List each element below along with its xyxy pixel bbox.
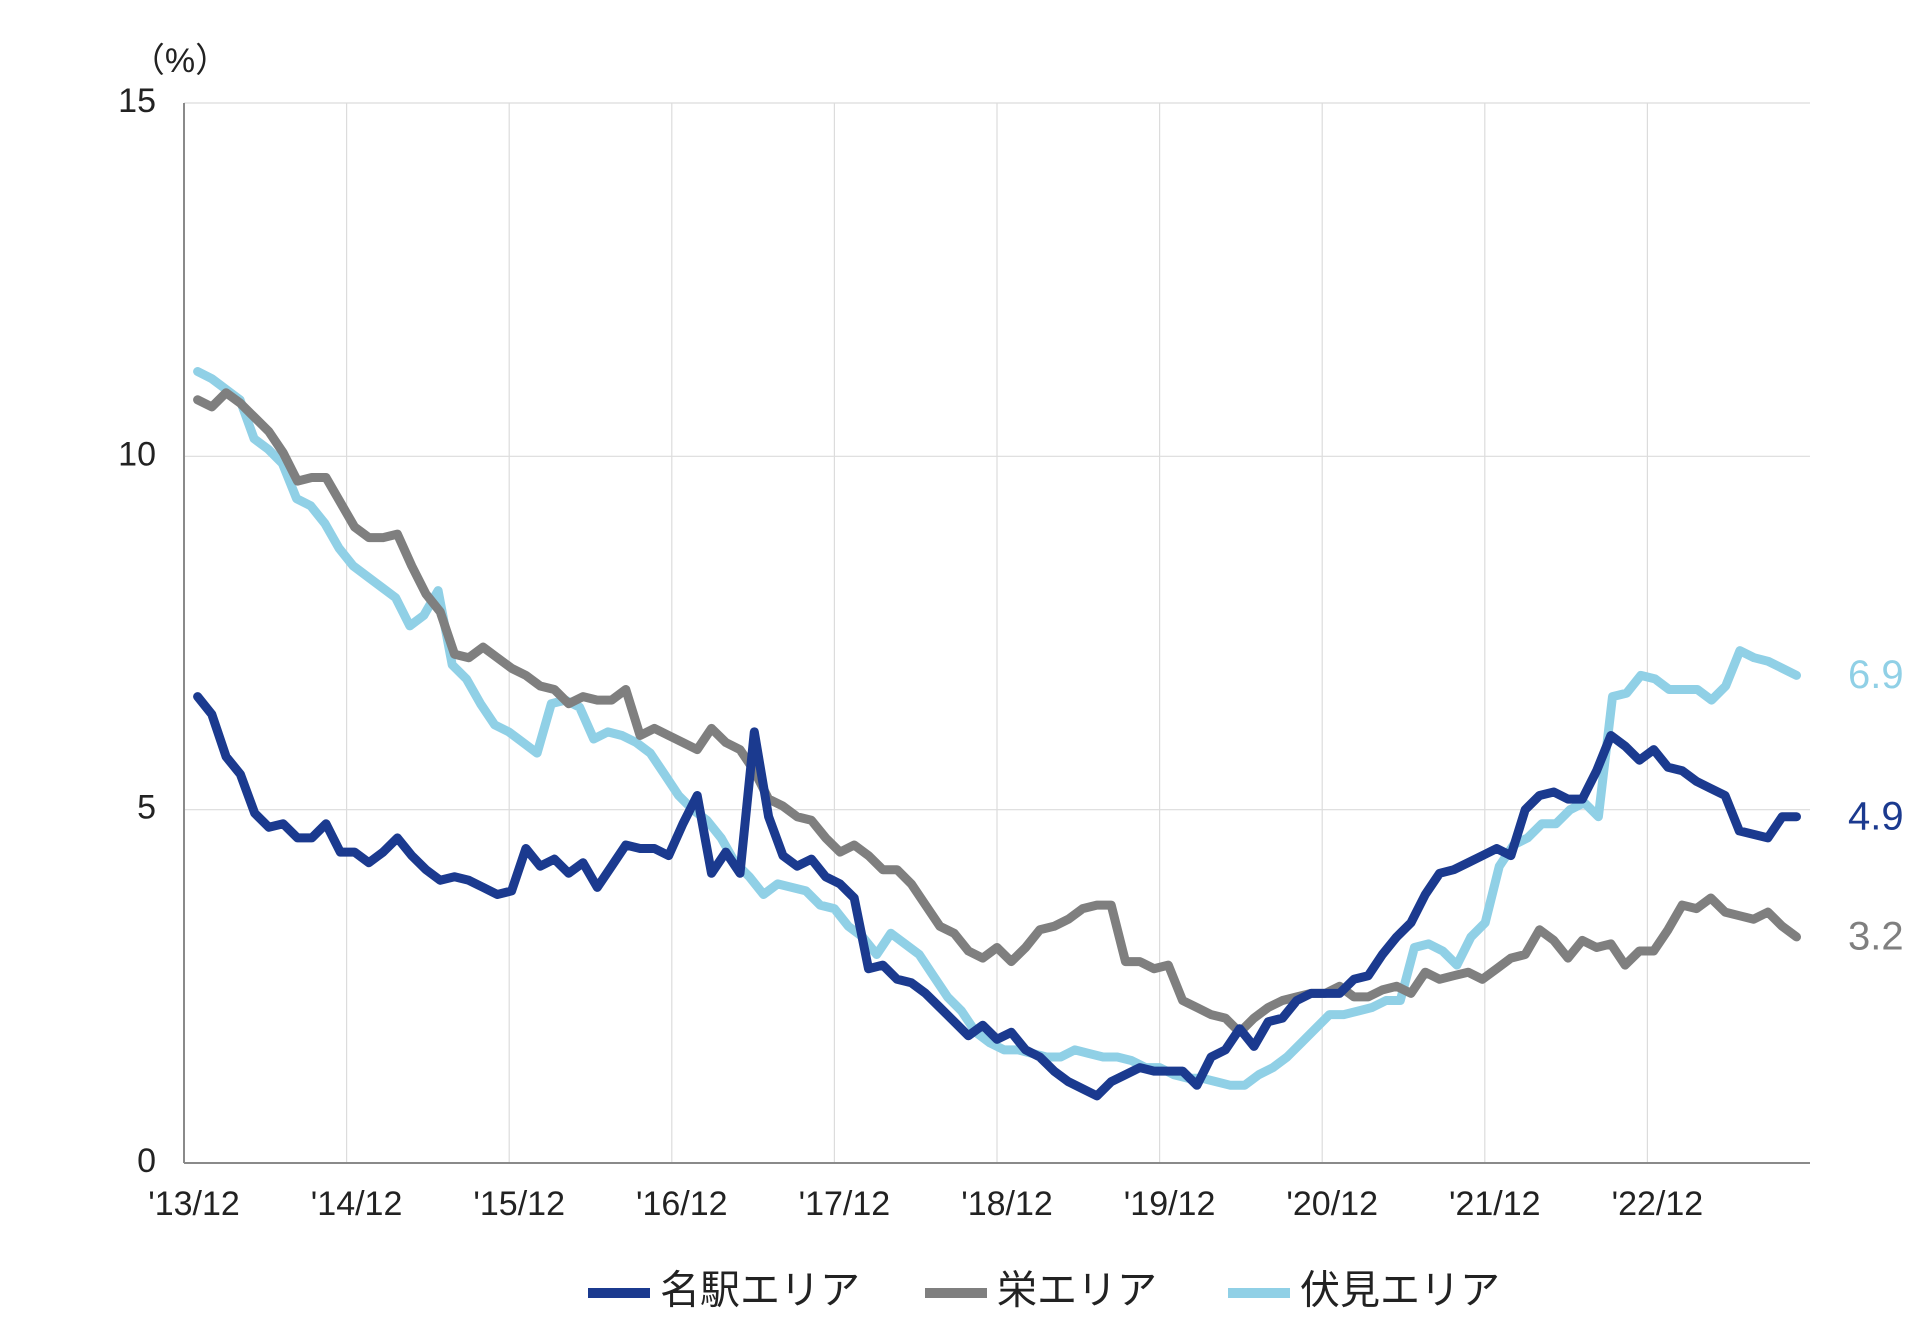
- legend: 名駅エリア 栄エリア 伏見エリア: [588, 1269, 1500, 1313]
- end-value-label: 3.2: [1848, 914, 1904, 958]
- y-tick-label: 10: [118, 435, 156, 473]
- legend-label: 伏見エリア: [1300, 1269, 1500, 1313]
- x-tick-label: '22/12: [1612, 1185, 1704, 1223]
- y-tick-labels: 0 5 10 15: [118, 82, 156, 1180]
- y-tick-label: 0: [137, 1142, 156, 1180]
- series-end-labels: 4.9 3.2 6.9: [1848, 653, 1904, 958]
- series-line-1: [193, 692, 1801, 1101]
- x-tick-label: '18/12: [961, 1185, 1053, 1223]
- x-tick-label: '15/12: [473, 1185, 565, 1223]
- y-tick-label: 5: [137, 789, 156, 827]
- x-tick-label: '20/12: [1286, 1185, 1378, 1223]
- x-tick-label: '13/12: [148, 1185, 240, 1223]
- axes: [183, 103, 1810, 1164]
- x-tick-label: '16/12: [636, 1185, 728, 1223]
- legend-label: 栄エリア: [997, 1269, 1157, 1313]
- y-tick-label: 15: [118, 82, 156, 120]
- x-tick-labels: '13/12 '14/12 '15/12 '16/12 '17/12 '18/12 '19/…: [148, 1185, 1703, 1223]
- end-value-label: 4.9: [1848, 794, 1904, 838]
- x-tick-label: '19/12: [1124, 1185, 1216, 1223]
- x-tick-label: '14/12: [311, 1185, 403, 1223]
- x-tick-label: '21/12: [1449, 1185, 1541, 1223]
- y-axis-unit-label: （%）: [131, 42, 229, 80]
- series-line-3: [193, 367, 1801, 1090]
- end-value-label: 6.9: [1848, 653, 1904, 697]
- legend-label: 名駅エリア: [660, 1269, 860, 1313]
- grid-lines: [184, 102, 1810, 1163]
- x-tick-label: '17/12: [799, 1185, 891, 1223]
- series-lines: [193, 367, 1801, 1101]
- series-line-2: [193, 388, 1801, 1037]
